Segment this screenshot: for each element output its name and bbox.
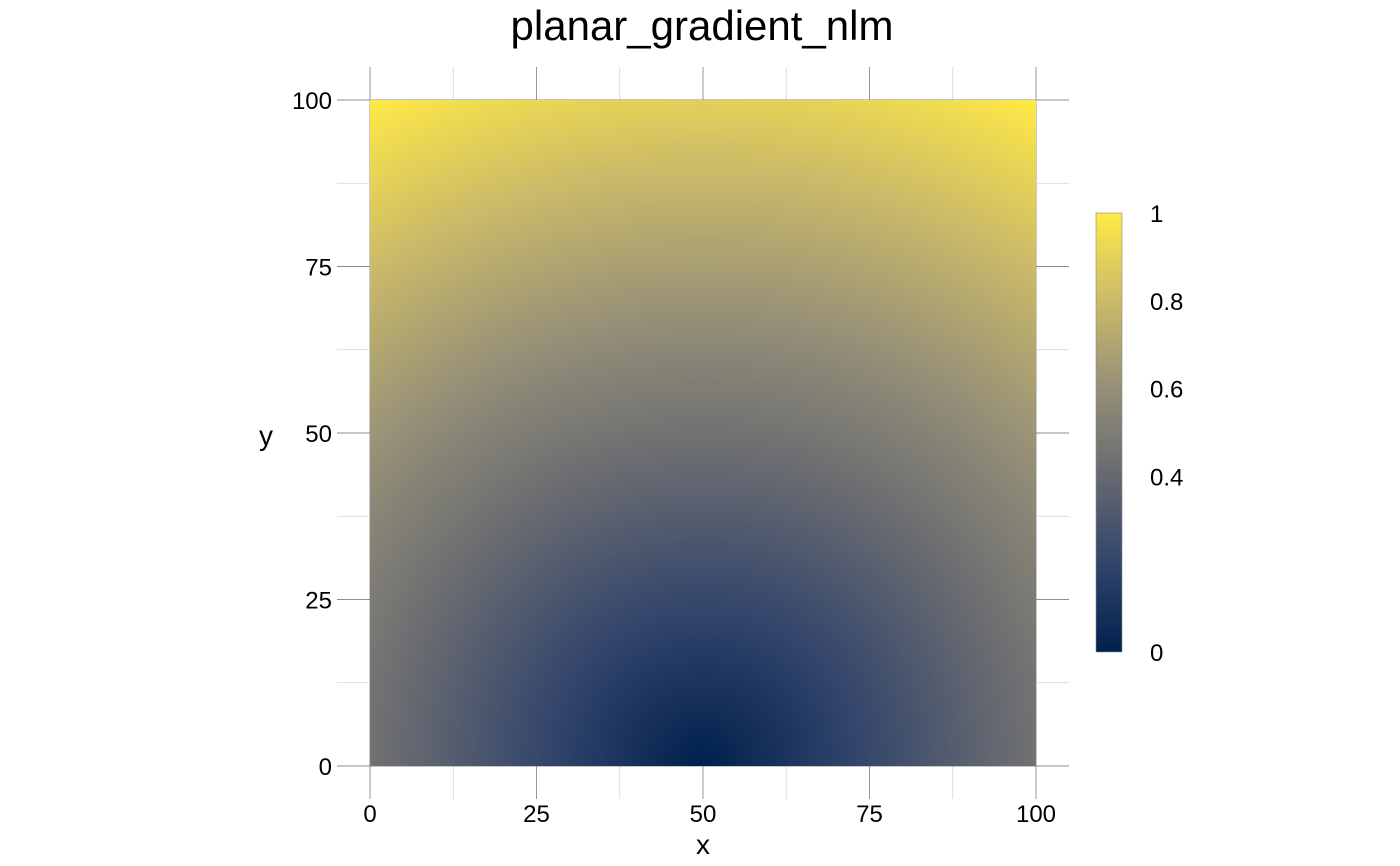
x-axis-ticks: 0 25 50 75 100	[363, 801, 1056, 828]
colorbar-tick-label: 0.8	[1150, 289, 1183, 316]
y-axis-label: y	[259, 420, 273, 451]
colorbar-tick-label: 0	[1150, 640, 1163, 667]
y-tick-label: 0	[319, 754, 332, 781]
y-tick-label: 25	[305, 588, 332, 615]
x-tick-label: 50	[690, 801, 717, 828]
heatmap-raster	[370, 100, 1036, 766]
colorbar-tick-label: 0.6	[1150, 377, 1183, 404]
colorbar-ticks: 0 0.4 0.6 0.8 1	[1150, 201, 1183, 667]
colorbar	[1095, 212, 1123, 653]
x-tick-label: 0	[363, 801, 376, 828]
x-tick-label: 75	[856, 801, 883, 828]
x-tick-label: 25	[523, 801, 550, 828]
y-tick-label: 50	[305, 421, 332, 448]
y-axis-ticks: 0 25 50 75 100	[292, 88, 332, 781]
x-axis-label: x	[696, 829, 710, 860]
y-tick-label: 100	[292, 88, 332, 115]
chart-title: planar_gradient_nlm	[510, 2, 894, 49]
y-tick-label: 75	[305, 255, 332, 282]
x-tick-label: 100	[1016, 801, 1056, 828]
colorbar-tick-label: 1	[1150, 201, 1163, 228]
colorbar-tick-label: 0.4	[1150, 464, 1183, 491]
